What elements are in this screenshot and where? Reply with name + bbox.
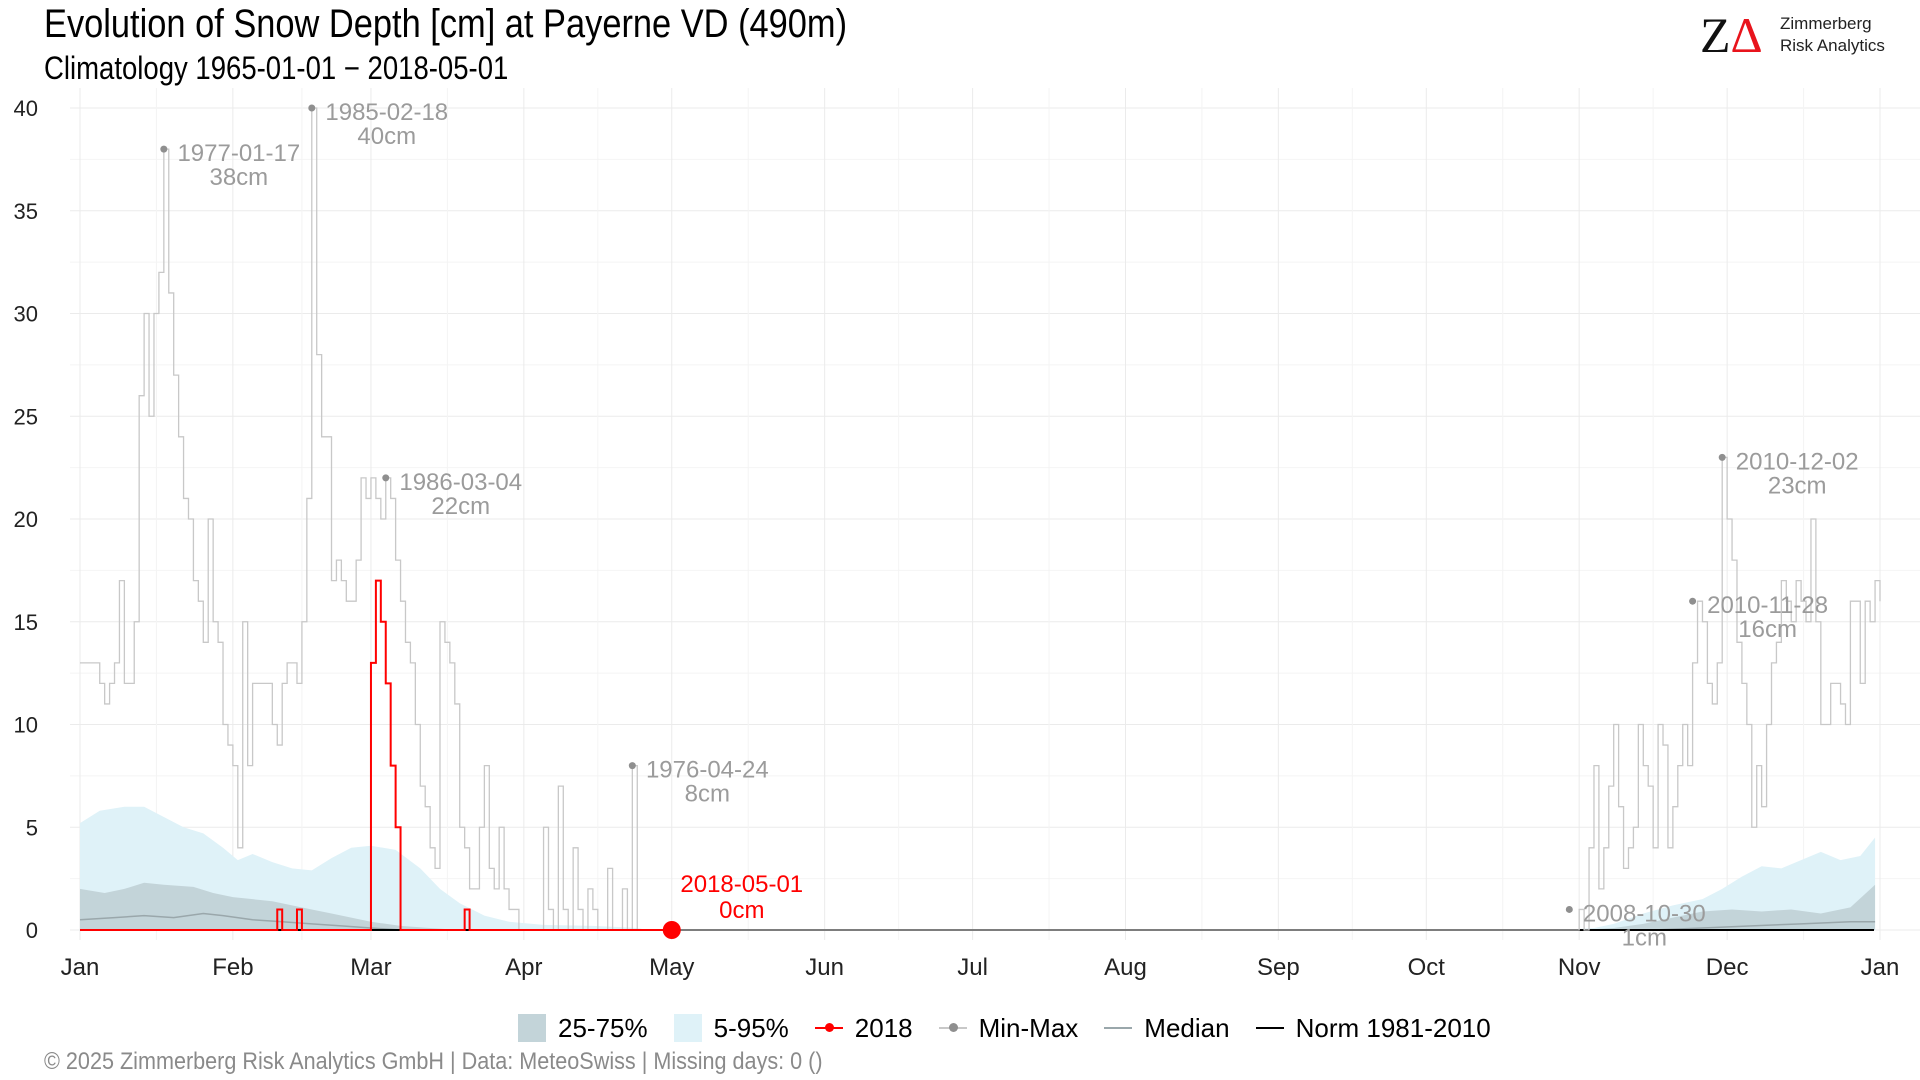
- legend-label: 2018: [854, 1012, 913, 1043]
- series-points: [160, 104, 1726, 939]
- annotation-value: 0cm: [719, 897, 764, 924]
- annotation-date: 2008-10-30: [1583, 900, 1706, 927]
- y-tick-label: 20: [14, 507, 38, 532]
- chart-title: Evolution of Snow Depth [cm] at Payerne …: [44, 2, 848, 46]
- max-point: [308, 104, 316, 112]
- annotation-value: 1cm: [1622, 924, 1667, 951]
- grid-lines: [70, 88, 1920, 940]
- legend-item: 5-95%: [673, 1012, 789, 1044]
- y-tick-label: 15: [14, 610, 38, 635]
- x-tick-label: Jun: [805, 954, 844, 981]
- y-tick-label: 10: [14, 713, 38, 738]
- annotation-value: 22cm: [431, 493, 490, 520]
- band-25-75-area: [80, 882, 1876, 930]
- annotation-value: 40cm: [357, 123, 416, 150]
- x-tick-label: Sep: [1257, 954, 1300, 981]
- x-tick-label: Feb: [212, 954, 253, 981]
- current-value-point: [662, 921, 681, 939]
- company-logo: ZΔ Zimmerberg Risk Analytics: [1700, 8, 1910, 64]
- legend-swatch: [814, 1023, 843, 1032]
- logo-mark: ZΔ: [1700, 7, 1763, 63]
- x-tick-label: Dec: [1706, 954, 1749, 981]
- x-tick-label: Aug: [1104, 954, 1147, 981]
- x-tick-label: Jan: [61, 954, 100, 981]
- x-tick-label: Mar: [350, 954, 391, 981]
- legend-item: Median: [1104, 1012, 1230, 1044]
- y-tick-label: 5: [26, 815, 38, 840]
- legend-swatch: [938, 1023, 967, 1032]
- footer-caption: © 2025 Zimmerberg Risk Analytics GmbH | …: [44, 1048, 823, 1075]
- max-point: [160, 145, 168, 153]
- y-tick-label: 0: [26, 918, 38, 943]
- x-tick-label: Oct: [1408, 954, 1446, 981]
- logo-line-2: Risk Analytics: [1780, 36, 1885, 55]
- percentile-bands: [80, 806, 1876, 930]
- legend-swatch-dot: [824, 1023, 834, 1032]
- legend-swatch: [518, 1014, 546, 1042]
- max-point: [1718, 453, 1726, 461]
- legend-label: 25-75%: [558, 1012, 648, 1043]
- legend-item: 2018: [814, 1012, 913, 1044]
- chart-subtitle: Climatology 1965-01-01 − 2018-05-01: [44, 50, 509, 86]
- legend-item: 25-75%: [518, 1013, 648, 1044]
- x-tick-label: May: [649, 954, 694, 981]
- max-point: [1689, 597, 1697, 605]
- median-line: [79, 912, 1876, 931]
- legend-item: Min-Max: [938, 1012, 1079, 1044]
- annotation-date: 1976-04-24: [646, 757, 769, 784]
- chart-legend: 25-75% 5-95% 2018 Min-Max Median Norm 1981-20…: [518, 1010, 1517, 1046]
- annotation-date: 2010-12-02: [1736, 448, 1859, 475]
- annotation-value: 38cm: [209, 164, 268, 191]
- x-tick-label: Nov: [1558, 954, 1601, 981]
- x-tick-label: Jan: [1861, 954, 1900, 981]
- series-lines: [79, 107, 1881, 931]
- legend-item: Norm 1981-2010: [1255, 1012, 1491, 1044]
- annotation-date: 2018-05-01: [680, 871, 803, 898]
- max-point: [1565, 905, 1573, 913]
- axis-labels: 0 5 10 15 20 25 30 35 40 Jan Feb Mar Apr May Jun Jul Aug…: [14, 96, 1900, 981]
- legend-label: Median: [1144, 1012, 1230, 1043]
- x-tick-label: Jul: [957, 954, 988, 981]
- legend-swatch: [1255, 1027, 1284, 1029]
- legend-label: Norm 1981-2010: [1295, 1012, 1491, 1043]
- max-point: [382, 474, 390, 482]
- legend-label: 5-95%: [713, 1012, 789, 1043]
- current-year-line: [80, 579, 672, 931]
- annotation-value: 23cm: [1768, 472, 1827, 499]
- annotation-date: 2010-11-28: [1707, 592, 1828, 619]
- logo-line-1: Zimmerberg: [1780, 14, 1872, 33]
- annotation-date: 1986-03-04: [399, 469, 522, 496]
- y-tick-label: 40: [14, 96, 38, 121]
- legend-swatch: [1104, 1027, 1133, 1029]
- annotation-date: 1985-02-18: [325, 99, 448, 126]
- max-line: [80, 107, 1881, 931]
- snow-depth-chart: 0 5 10 15 20 25 30 35 40 Jan Feb Mar Apr May Jun Jul Aug…: [14, 88, 1920, 981]
- annotation-value: 16cm: [1738, 616, 1797, 643]
- annotation-date: 1977-01-17: [177, 140, 300, 167]
- legend-swatch: [673, 1014, 702, 1042]
- legend-label: Min-Max: [978, 1012, 1079, 1043]
- annotation-value: 8cm: [685, 781, 730, 808]
- y-tick-label: 25: [14, 404, 38, 429]
- legend-swatch-dot: [948, 1023, 958, 1032]
- y-tick-label: 30: [14, 302, 38, 327]
- y-tick-label: 35: [14, 199, 38, 224]
- max-point: [628, 762, 636, 770]
- x-tick-label: Apr: [505, 954, 542, 981]
